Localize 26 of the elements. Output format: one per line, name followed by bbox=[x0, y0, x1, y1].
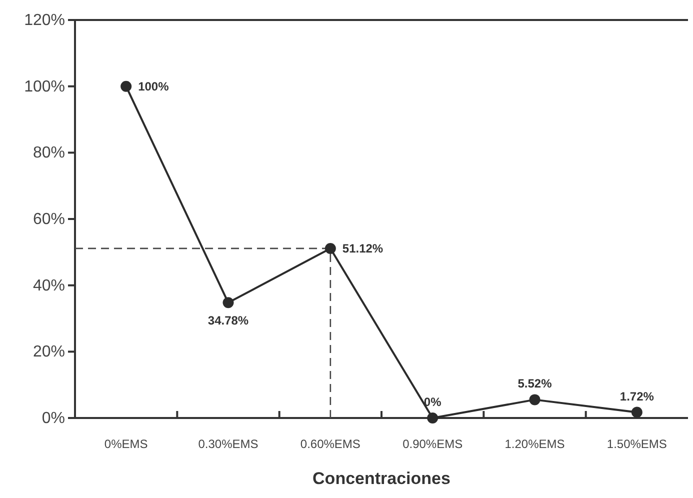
data-label: 1.72% bbox=[620, 389, 654, 404]
x-tick-label: 1.20%EMS bbox=[504, 437, 565, 451]
data-label: 51.12% bbox=[342, 241, 384, 256]
x-tick-label: 0.30%EMS bbox=[198, 437, 258, 451]
x-tick-label: 0.90%EMS bbox=[402, 437, 463, 451]
data-label: 0% bbox=[424, 395, 442, 409]
data-label: 100% bbox=[138, 79, 170, 94]
y-tick-label: 100% bbox=[24, 78, 65, 96]
y-tick-label: 20% bbox=[32, 344, 65, 361]
point bbox=[324, 242, 336, 254]
data-label: 5.52% bbox=[518, 376, 552, 391]
y-tick-label: 80% bbox=[32, 144, 65, 162]
data-label: 34.78% bbox=[208, 314, 249, 328]
point bbox=[222, 297, 234, 308]
y-tick-label: 120% bbox=[24, 12, 65, 29]
point bbox=[427, 412, 438, 424]
y-tick-label: 40% bbox=[32, 277, 65, 294]
x-tick-label: 1.50%EMS bbox=[606, 437, 667, 451]
point bbox=[631, 406, 642, 418]
point bbox=[120, 80, 132, 92]
point bbox=[529, 394, 540, 406]
x-tick-label: 0%EMS bbox=[104, 437, 148, 451]
x-tick-label: 0.60%EMS bbox=[300, 437, 360, 451]
x-axis-title: Concentraciones bbox=[312, 469, 450, 488]
y-tick-label: 0% bbox=[42, 410, 65, 427]
y-tick-label: 60% bbox=[32, 211, 65, 228]
